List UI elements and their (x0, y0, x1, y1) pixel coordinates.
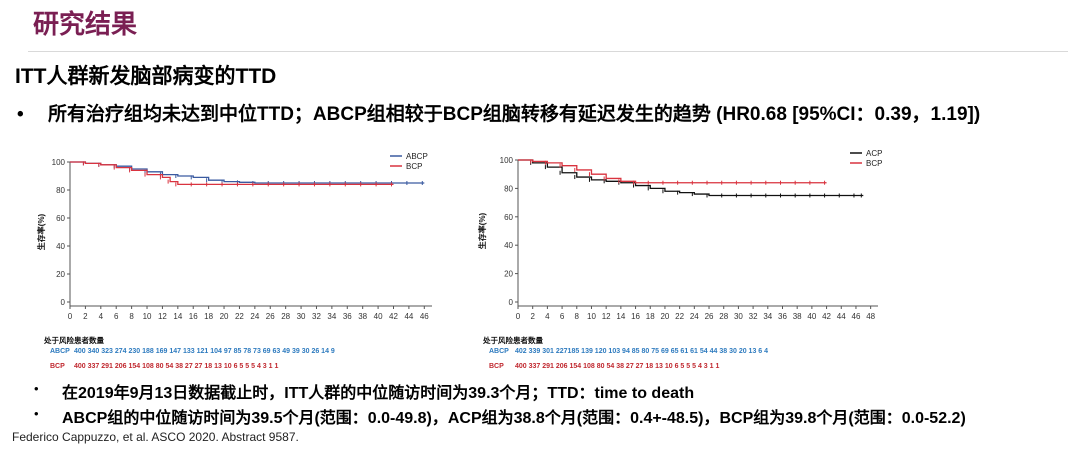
x-tick-label: 2 (530, 312, 535, 321)
y-tick-label: 60 (56, 214, 65, 223)
x-tick-label: 28 (281, 312, 290, 321)
y-tick-label: 20 (56, 270, 65, 279)
y-tick-label: 20 (504, 270, 513, 279)
risk-row-values: 400 340 323 274 230 188 169 147 133 121 … (74, 348, 335, 355)
x-tick-label: 14 (173, 312, 182, 321)
x-tick-label: 42 (389, 312, 398, 321)
citation: Federico Cappuzzo, et al. ASCO 2020. Abs… (12, 430, 299, 444)
main-bullet-text: 所有治疗组均未达到中位TTD；ABCP组相较于BCP组脑转移有延迟发生的趋势 (… (48, 104, 981, 125)
x-tick-label: 38 (793, 312, 802, 321)
x-tick-label: 20 (660, 312, 669, 321)
note-marker: • (34, 381, 39, 396)
legend-label-acp: ACP (866, 149, 882, 158)
x-tick-label: 28 (719, 312, 728, 321)
x-tick-label: 16 (189, 312, 198, 321)
x-tick-label: 48 (866, 312, 875, 321)
y-tick-label: 0 (509, 298, 514, 307)
x-tick-label: 6 (560, 312, 565, 321)
bullet-marker: • (17, 104, 24, 125)
x-tick-label: 18 (646, 312, 655, 321)
x-tick-label: 24 (690, 312, 699, 321)
y-tick-label: 40 (504, 241, 513, 250)
y-tick-label: 40 (56, 242, 65, 251)
x-tick-label: 10 (143, 312, 152, 321)
x-tick-label: 40 (374, 312, 383, 321)
x-tick-label: 22 (235, 312, 244, 321)
x-tick-label: 14 (616, 312, 625, 321)
note-followup-itt: 在2019年9月13日数据截止时，ITT人群的中位随访时间为39.3个月；TTD… (62, 385, 695, 402)
legend-label-bcp: BCP (866, 159, 882, 168)
x-tick-label: 36 (343, 312, 352, 321)
x-tick-label: 16 (631, 312, 640, 321)
x-tick-label: 46 (852, 312, 861, 321)
x-tick-label: 2 (83, 312, 88, 321)
y-tick-label: 0 (61, 298, 66, 307)
x-tick-label: 34 (327, 312, 336, 321)
x-tick-label: 30 (297, 312, 306, 321)
x-tick-label: 8 (129, 312, 134, 321)
y-tick-label: 100 (500, 156, 514, 165)
x-tick-label: 44 (837, 312, 846, 321)
x-tick-label: 44 (404, 312, 413, 321)
title-divider (28, 51, 1068, 52)
x-tick-label: 46 (420, 312, 429, 321)
y-tick-label: 60 (504, 213, 513, 222)
risk-table-title: 处于风险患者数量 (482, 335, 543, 345)
risk-row-values: 400 337 291 206 154 108 80 54 38 27 27 1… (74, 363, 278, 370)
x-tick-label: 10 (587, 312, 596, 321)
section-title: ITT人群新发脑部病变的TTD (15, 65, 277, 88)
y-tick-label: 80 (504, 184, 513, 193)
y-tick-label: 100 (52, 158, 66, 167)
risk-row-label: BCP (489, 363, 504, 370)
x-tick-label: 22 (675, 312, 684, 321)
x-tick-label: 12 (158, 312, 167, 321)
y-tick-label: 80 (56, 186, 65, 195)
x-tick-label: 42 (822, 312, 831, 321)
x-tick-label: 6 (114, 312, 119, 321)
x-tick-label: 0 (516, 312, 521, 321)
slide-title: 研究结果 (33, 9, 138, 39)
x-tick-label: 32 (312, 312, 321, 321)
y-axis-label: 生存率(%) (477, 212, 487, 249)
x-tick-label: 32 (749, 312, 758, 321)
series-line-bcp (518, 159, 827, 184)
x-tick-label: 40 (807, 312, 816, 321)
x-tick-label: 20 (220, 312, 229, 321)
series-line-bcp (70, 161, 394, 186)
x-tick-label: 8 (575, 312, 580, 321)
risk-row-values: 402 339 301 227185 139 120 103 94 85 80 … (515, 348, 768, 355)
risk-row-label: ABCP (489, 348, 509, 355)
x-tick-label: 26 (705, 312, 714, 321)
risk-row-values: 400 337 291 206 154 108 80 54 38 27 27 1… (515, 363, 719, 370)
risk-row-label: BCP (50, 363, 65, 370)
x-tick-label: 36 (778, 312, 787, 321)
x-tick-label: 0 (68, 312, 73, 321)
x-tick-label: 38 (358, 312, 367, 321)
x-tick-label: 18 (204, 312, 213, 321)
x-tick-label: 24 (250, 312, 259, 321)
legend-label-bcp: BCP (406, 162, 422, 171)
risk-row-label: ABCP (50, 348, 70, 355)
x-tick-label: 26 (266, 312, 275, 321)
x-tick-label: 12 (602, 312, 611, 321)
x-tick-label: 30 (734, 312, 743, 321)
x-tick-label: 4 (545, 312, 550, 321)
x-tick-label: 4 (99, 312, 104, 321)
series-line-abcp (70, 161, 425, 184)
x-tick-label: 34 (763, 312, 772, 321)
y-axis-label: 生存率(%) (36, 213, 46, 250)
note-followup-groups: ABCP组的中位随访时间为39.5个月(范围：0.0-49.8)，ACP组为38… (62, 410, 966, 427)
note-marker: • (34, 406, 39, 421)
legend-label-abcp: ABCP (406, 152, 428, 161)
risk-table-title: 处于风险患者数量 (43, 335, 104, 345)
